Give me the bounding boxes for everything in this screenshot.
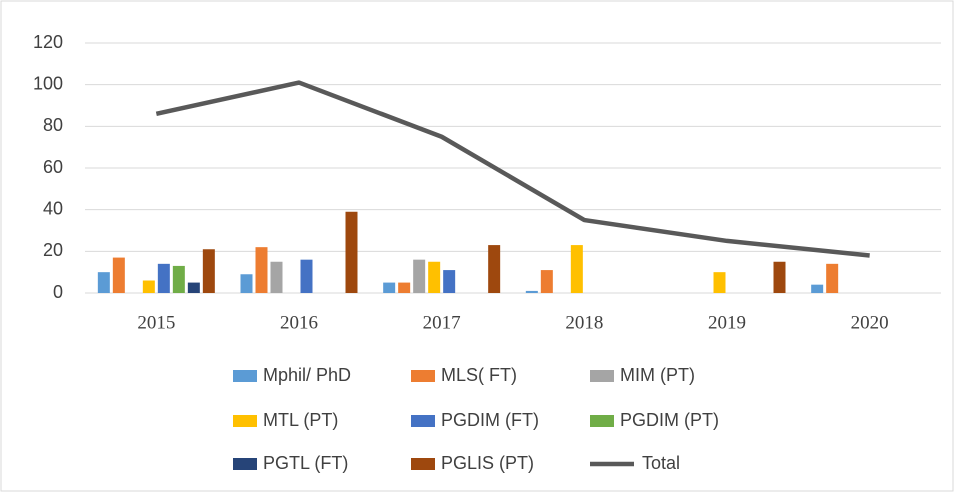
x-tick-label: 2017 (423, 312, 461, 333)
bar (413, 259, 426, 293)
legend-swatch (411, 415, 435, 427)
x-tick-label: 2015 (137, 312, 175, 333)
bar (157, 263, 170, 293)
bar (570, 245, 583, 293)
legend-swatch (233, 370, 257, 382)
legend-label: MLS( FT) (441, 365, 517, 385)
legend-label: Mphil/ PhD (263, 365, 351, 385)
y-tick-label: 40 (43, 198, 63, 218)
bar (255, 247, 268, 293)
y-tick-label: 20 (43, 240, 63, 260)
legend-label: Total (642, 453, 680, 473)
bar (300, 259, 313, 293)
bar (826, 263, 839, 293)
bar (240, 274, 253, 293)
bar (202, 249, 215, 293)
legend-label: PGDIM (FT) (441, 410, 539, 430)
legend-swatch (590, 415, 614, 427)
bar (811, 284, 824, 293)
bar (345, 211, 358, 293)
bar (488, 245, 501, 293)
legend-swatch (411, 370, 435, 382)
bar (525, 290, 538, 293)
legend-swatch (233, 458, 257, 470)
bar (172, 265, 185, 293)
y-tick-label: 80 (43, 115, 63, 135)
y-tick-label: 120 (33, 32, 63, 52)
bar (383, 282, 396, 293)
bar (270, 261, 283, 293)
legend-label: MIM (PT) (620, 365, 695, 385)
bar (713, 272, 726, 293)
legend-label: PGLIS (PT) (441, 453, 534, 473)
bar (398, 282, 411, 293)
legend-swatch (233, 415, 257, 427)
y-tick-label: 100 (33, 73, 63, 93)
x-tick-label: 2016 (280, 312, 318, 333)
x-tick-label: 2018 (565, 312, 603, 333)
bar (142, 280, 155, 293)
legend-swatch (411, 458, 435, 470)
legend-swatch (590, 370, 614, 382)
y-tick-label: 60 (43, 157, 63, 177)
legend-label: PGDIM (PT) (620, 410, 719, 430)
bar (540, 270, 553, 293)
bar (97, 272, 110, 293)
bar (443, 270, 456, 293)
legend-label: PGTL (FT) (263, 453, 348, 473)
y-tick-label: 0 (53, 282, 63, 302)
bar (187, 282, 200, 293)
x-tick-label: 2019 (708, 312, 746, 333)
bar (112, 257, 125, 293)
legend-label: MTL (PT) (263, 410, 338, 430)
line (155, 80, 870, 258)
x-tick-label: 2020 (851, 312, 889, 333)
bar (773, 261, 786, 293)
bar (428, 261, 441, 293)
